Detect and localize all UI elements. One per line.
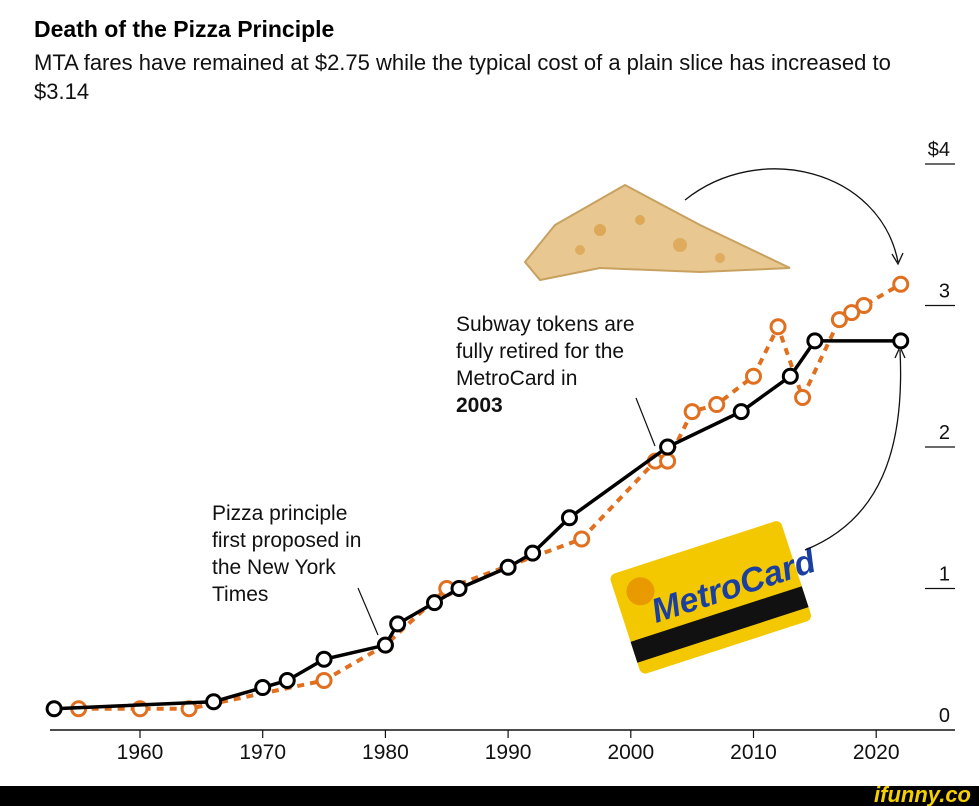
x-tick-label: 1970 <box>239 741 286 764</box>
pizza-point <box>855 297 873 314</box>
fare-point <box>254 679 272 697</box>
pizza-line <box>78 282 902 711</box>
metrocard-arrow <box>804 349 902 551</box>
pizza-point <box>659 452 677 470</box>
annotation-tokens-year: 2003 <box>456 394 503 417</box>
y-tick-label: 0 <box>939 705 950 727</box>
metrocard-image: MetroCard <box>610 521 821 674</box>
x-tick-label: 2020 <box>853 741 900 764</box>
pizza-point <box>769 318 787 336</box>
fare-point <box>389 615 407 633</box>
pizza-point <box>315 671 333 689</box>
fare-point <box>315 650 333 668</box>
pizza-arrow <box>684 168 899 263</box>
fare-point <box>524 544 542 562</box>
fare-point <box>892 332 910 350</box>
pizza-point <box>843 304 861 322</box>
fare-point <box>806 332 824 350</box>
y-tick-label: 2 <box>939 422 950 444</box>
fare-point <box>450 580 468 597</box>
y-tick-label: 1 <box>939 564 950 586</box>
pizza-point <box>683 403 701 421</box>
chart-subtitle: MTA fares have remained at $2.75 while t… <box>34 50 891 104</box>
fare-point <box>781 367 799 385</box>
fare-point <box>732 403 750 421</box>
annotation-pizza-principle: Pizza principle first proposed in the Ne… <box>212 502 362 606</box>
x-tick-label: 1980 <box>362 741 409 764</box>
x-tick-label: 1990 <box>485 741 532 764</box>
fare-point <box>376 636 394 654</box>
annotation-tokens: Subway tokens are fully retired for the … <box>456 311 661 419</box>
fare-point <box>560 509 578 527</box>
y-tick-label: 3 <box>939 281 950 303</box>
watermark-logo: ifunny.co <box>874 782 971 806</box>
fare-point <box>499 558 517 576</box>
fare-point <box>659 438 677 456</box>
pizza-point <box>794 388 812 406</box>
x-tick-label: 2000 <box>607 741 654 764</box>
fare-point <box>45 700 63 718</box>
pizza-point <box>892 275 910 293</box>
pizza-point <box>745 367 762 385</box>
chart-title: Death of the Pizza Principle <box>34 16 335 42</box>
x-tick-label: 1960 <box>117 741 164 764</box>
fare-point <box>425 594 443 612</box>
pizza-arrowhead-icon <box>891 252 904 266</box>
fare-point <box>205 693 223 711</box>
annotation-leader-1980 <box>357 587 379 636</box>
annotation-leader-2003 <box>635 397 656 447</box>
pizza-slice-image <box>523 183 791 282</box>
annotation-tokens-text: Subway tokens are fully retired for the … <box>456 313 635 390</box>
pizza-point <box>830 311 848 329</box>
y-tick-label: $4 <box>928 139 950 161</box>
pizza-point <box>573 530 591 548</box>
x-tick-label: 2010 <box>730 741 777 764</box>
footer-bar: ifunny.co <box>0 782 979 806</box>
pizza-point <box>708 396 726 414</box>
fare-point <box>278 671 296 689</box>
